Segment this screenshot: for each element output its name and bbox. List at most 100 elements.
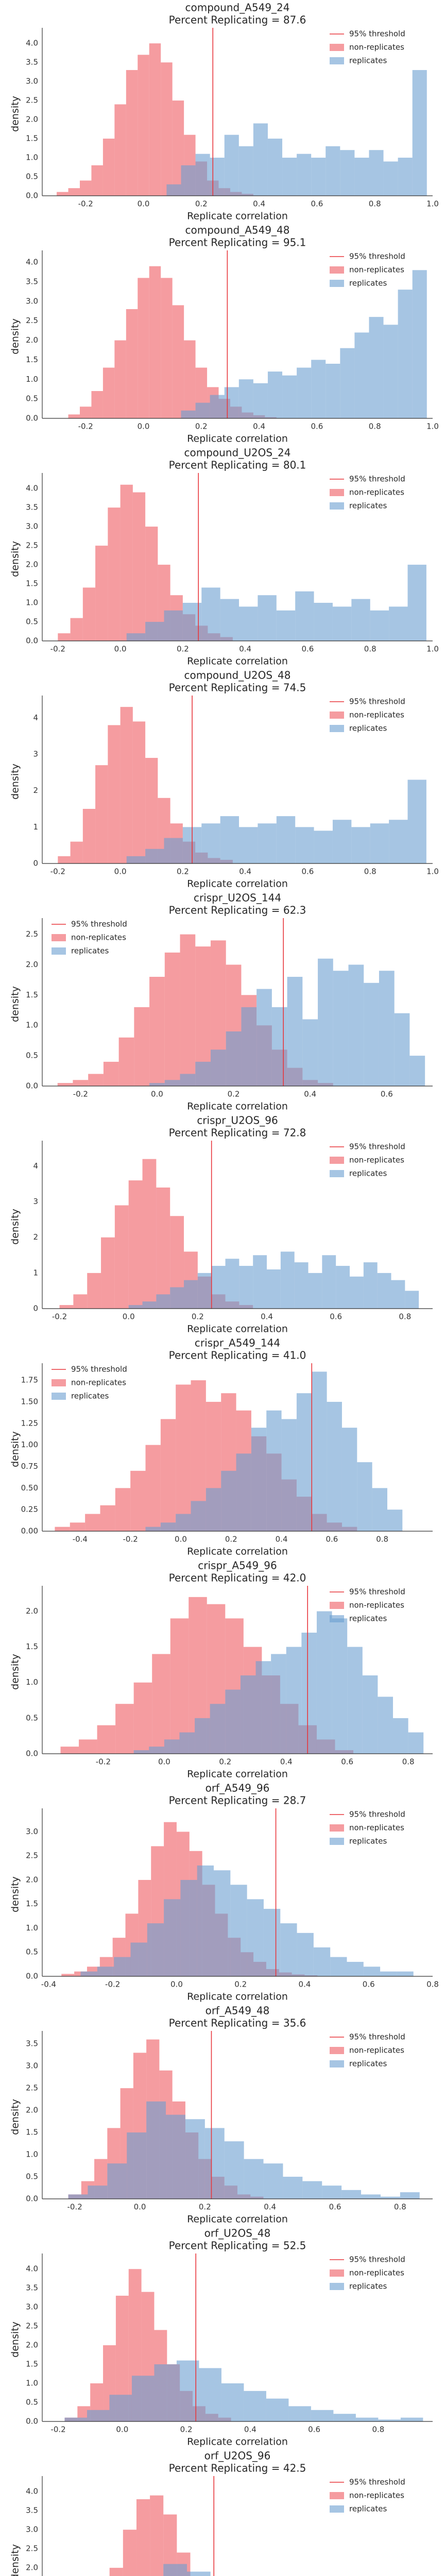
histogram-bar bbox=[109, 2395, 132, 2421]
histogram-bar bbox=[327, 1401, 342, 1531]
chart-subtitle: Percent Replicating = 52.5 bbox=[169, 2240, 306, 2252]
chart-title: compound_A549_24 bbox=[185, 2, 290, 14]
histogram-bar bbox=[206, 1488, 221, 1531]
histogram-bar bbox=[266, 2398, 289, 2421]
histogram-bar bbox=[87, 2410, 110, 2421]
histogram-bar bbox=[199, 2368, 221, 2421]
legend-swatch bbox=[52, 1393, 66, 1400]
histogram-bar bbox=[244, 2391, 266, 2421]
x-tick-label: 0.6 bbox=[326, 1535, 338, 1544]
histogram-bar bbox=[351, 599, 370, 641]
legend-swatch bbox=[330, 1170, 344, 1177]
histogram-bar bbox=[80, 1971, 97, 1976]
histogram-bar bbox=[149, 266, 161, 418]
histogram-bar bbox=[267, 139, 283, 196]
legend-swatch bbox=[330, 2505, 344, 2513]
x-tick-label: -0.4 bbox=[73, 1535, 88, 1544]
histogram-bar bbox=[313, 1947, 331, 1976]
histogram-bar bbox=[253, 123, 268, 196]
histogram-bar bbox=[332, 606, 352, 641]
x-tick-label: 0.6 bbox=[302, 645, 314, 654]
histogram-bar bbox=[230, 1885, 247, 1976]
y-tick-label: 3.5 bbox=[26, 277, 38, 286]
chart-title: orf_U2OS_48 bbox=[204, 2227, 271, 2240]
histogram-bar bbox=[383, 161, 398, 196]
chart-title: compound_U2OS_48 bbox=[184, 669, 291, 682]
histogram-bar bbox=[224, 134, 239, 196]
histogram-bar bbox=[163, 2564, 187, 2576]
histogram-bar bbox=[210, 1049, 226, 1086]
y-tick-label: 3.5 bbox=[26, 58, 38, 67]
histogram-bar bbox=[145, 622, 164, 641]
y-tick-label: 0.0 bbox=[26, 191, 38, 200]
histogram-bar bbox=[239, 1266, 253, 1309]
x-tick-label: 0.2 bbox=[180, 2425, 193, 2434]
histogram-bar bbox=[340, 150, 355, 196]
histogram-bar bbox=[311, 360, 326, 418]
x-tick-label: 1.0 bbox=[426, 867, 439, 876]
y-axis-label: density bbox=[10, 2321, 21, 2358]
y-tick-label: 3.5 bbox=[26, 2506, 38, 2515]
histogram-bar bbox=[363, 1262, 378, 1309]
x-tick-label: 0.8 bbox=[369, 199, 381, 209]
legend-swatch bbox=[52, 947, 66, 955]
histogram-bar bbox=[286, 1647, 302, 1754]
y-tick-label: 1.5 bbox=[26, 355, 38, 364]
histogram-bar bbox=[108, 725, 121, 863]
histogram-bar bbox=[109, 2568, 123, 2576]
histogram-bar bbox=[102, 367, 115, 418]
x-tick-label: 0.2 bbox=[199, 2202, 211, 2212]
histogram-bar bbox=[166, 2114, 185, 2199]
histogram-bar bbox=[347, 1647, 363, 1754]
y-tick-label: 3.0 bbox=[26, 1827, 38, 1836]
histogram-bar bbox=[312, 1371, 327, 1531]
x-tick-label: 0.4 bbox=[253, 199, 265, 209]
legend-label: non-replicates bbox=[349, 710, 404, 720]
histogram-bar bbox=[127, 2132, 147, 2199]
y-tick-label: 2.0 bbox=[26, 2563, 38, 2572]
histogram-bar bbox=[120, 484, 133, 641]
histogram-bar bbox=[380, 1971, 397, 1976]
y-tick-label: 1.5 bbox=[26, 2360, 38, 2369]
y-axis-label: density bbox=[10, 2544, 21, 2576]
histogram-bar bbox=[114, 1957, 131, 1976]
legend-label: 95% threshold bbox=[71, 920, 127, 929]
x-tick-label: 0.4 bbox=[280, 1757, 293, 1767]
histogram-bar bbox=[350, 1276, 364, 1309]
y-axis-label: density bbox=[10, 1654, 21, 1690]
histogram-bar bbox=[134, 1007, 150, 1086]
histogram-bar bbox=[369, 317, 384, 418]
legend-label: 95% threshold bbox=[349, 2478, 405, 2487]
histogram-bar bbox=[149, 1747, 164, 1754]
y-tick-label: 1.0 bbox=[26, 2379, 38, 2388]
legend-label: non-replicates bbox=[349, 43, 404, 52]
histogram-bar bbox=[258, 823, 277, 863]
chart-subtitle: Percent Replicating = 28.7 bbox=[169, 1794, 306, 1807]
y-tick-label: 1.25 bbox=[21, 1418, 38, 1428]
histogram-bar bbox=[133, 1750, 149, 1754]
y-axis-label: density bbox=[10, 96, 21, 132]
histogram-bar bbox=[225, 1689, 241, 1754]
histogram-bar bbox=[225, 1259, 239, 1309]
y-tick-label: 2 bbox=[33, 786, 38, 795]
histogram-bar bbox=[247, 1899, 264, 1976]
legend-swatch bbox=[52, 1379, 66, 1386]
histogram-bar bbox=[377, 1273, 391, 1309]
histogram-bar bbox=[145, 1445, 161, 1531]
x-tick-label: -0.4 bbox=[41, 1980, 56, 1989]
x-tick-label: -0.2 bbox=[123, 1535, 138, 1544]
x-tick-label: 0.0 bbox=[170, 1980, 183, 1989]
y-tick-label: 4 bbox=[33, 1161, 38, 1171]
histogram-bar bbox=[184, 1280, 198, 1309]
y-tick-label: 0.0 bbox=[26, 2417, 38, 2426]
chart-subtitle: Percent Replicating = 42.5 bbox=[169, 2462, 306, 2475]
histogram-bar bbox=[138, 278, 149, 418]
histogram-bar bbox=[195, 1061, 211, 1086]
y-tick-label: 0.5 bbox=[26, 394, 38, 403]
x-tick-label: 0.0 bbox=[116, 2425, 128, 2434]
histogram-bar bbox=[60, 1747, 79, 1754]
histogram-bar bbox=[226, 1031, 242, 1086]
legend-swatch bbox=[330, 2283, 344, 2290]
histogram-bar bbox=[114, 1205, 129, 1309]
